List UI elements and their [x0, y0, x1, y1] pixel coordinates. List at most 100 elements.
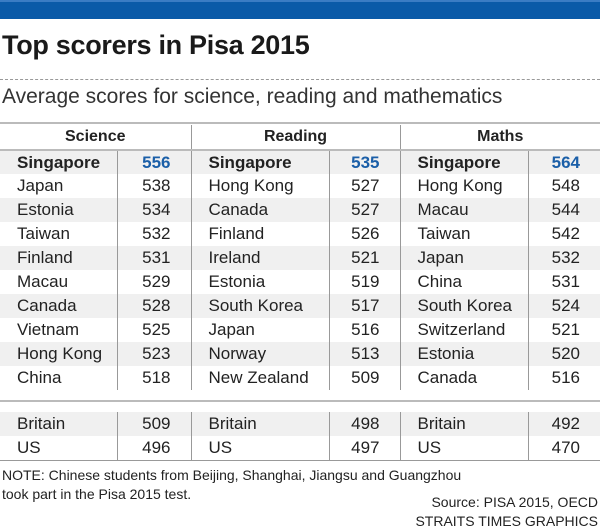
country-cell: Britain: [0, 412, 118, 436]
table-row: Estonia 534 Canada 527 Macau 544: [0, 198, 600, 222]
table-row: Macau 529 Estonia 519 China 531: [0, 270, 600, 294]
country-cell: Switzerland: [400, 318, 529, 342]
score-cell: 517: [329, 294, 401, 318]
country-cell: Britain: [400, 412, 529, 436]
score-cell: 529: [117, 270, 192, 294]
country-cell: South Korea: [191, 294, 330, 318]
country-cell: Japan: [0, 174, 118, 198]
table-bottom-rule: [0, 460, 600, 461]
title-divider: [0, 79, 600, 80]
score-cell: 520: [528, 342, 600, 366]
table-row: Singapore 556 Singapore 535 Singapore 564: [0, 150, 600, 174]
table-row: China 518 New Zealand 509 Canada 516: [0, 366, 600, 390]
footnote-line: took part in the Pisa 2015 test.: [2, 486, 192, 502]
country-cell: Norway: [191, 342, 330, 366]
source-credit: Source: PISA 2015, OECD STRAITS TIMES GR…: [415, 493, 598, 531]
source-line: Source: PISA 2015, OECD: [431, 494, 598, 510]
footnote-line: NOTE: Chinese students from Beijing, Sha…: [2, 467, 462, 483]
country-cell: US: [0, 436, 118, 460]
country-cell: South Korea: [400, 294, 529, 318]
country-cell: Japan: [400, 246, 529, 270]
score-cell: 521: [551, 320, 580, 339]
score-cell: 528: [117, 294, 192, 318]
country-cell: Estonia: [400, 342, 529, 366]
top-color-bar: [0, 0, 600, 19]
score-cell: 516: [329, 318, 401, 342]
comparison-table: Britain 509 Britain 498 Britain 492 US 496 US 497…: [0, 412, 600, 460]
score-cell: 525: [117, 318, 192, 342]
country-cell: Singapore: [400, 150, 529, 174]
country-cell: Britain: [191, 412, 330, 436]
country-cell: China: [0, 366, 118, 390]
score-cell: 492: [528, 412, 600, 436]
column-header-maths: Maths: [400, 125, 600, 151]
score-cell: 513: [329, 342, 401, 366]
table-row: Britain 509 Britain 498 Britain 492: [0, 412, 600, 436]
table-row: Taiwan 532 Finland 526 Taiwan 542: [0, 222, 600, 246]
country-cell: US: [191, 436, 330, 460]
country-cell: China: [400, 270, 529, 294]
country-cell: Taiwan: [0, 222, 118, 246]
country-cell: Japan: [191, 318, 330, 342]
country-cell: Finland: [0, 246, 118, 270]
score-cell: 535: [329, 150, 401, 174]
score-cell: 521: [329, 246, 401, 270]
score-cell: 516: [551, 368, 580, 387]
country-cell: Ireland: [191, 246, 330, 270]
country-cell: Finland: [191, 222, 330, 246]
country-cell: Hong Kong: [0, 342, 118, 366]
score-cell: 544: [528, 198, 600, 222]
score-cell: 531: [551, 272, 580, 291]
table-row: Vietnam 525 Japan 516 Switzerland 521: [0, 318, 600, 342]
country-cell: Canada: [0, 294, 118, 318]
table-row: Finland 531 Ireland 521 Japan 532: [0, 246, 600, 270]
country-cell: Macau: [0, 270, 118, 294]
country-cell: Hong Kong: [400, 174, 529, 198]
country-cell: Canada: [191, 198, 330, 222]
country-cell: Singapore: [191, 150, 330, 174]
credit-line: STRAITS TIMES GRAPHICS: [415, 513, 598, 529]
country-cell: Estonia: [0, 198, 118, 222]
comparison-divider: [0, 400, 600, 402]
score-cell: 531: [117, 246, 192, 270]
column-header-science: Science: [0, 125, 192, 151]
score-cell: 524: [528, 294, 600, 318]
score-cell: 497: [329, 436, 401, 460]
country-cell: Estonia: [191, 270, 330, 294]
table-top-rule: [0, 122, 600, 124]
table-row: US 496 US 497 US 470: [0, 436, 600, 460]
score-cell: 532: [528, 246, 600, 270]
score-cell: 527: [329, 174, 401, 198]
top-scorers-table: Science Reading Maths Singapore 556 Singap…: [0, 125, 600, 390]
score-cell: 542: [551, 224, 580, 243]
chart-subtitle: Average scores for science, reading and …: [2, 85, 503, 108]
score-cell: 527: [329, 198, 401, 222]
score-cell: 496: [117, 436, 192, 460]
score-cell: 519: [329, 270, 401, 294]
chart-title: Top scorers in Pisa 2015: [2, 30, 310, 60]
country-cell: Hong Kong: [191, 174, 330, 198]
score-cell: 532: [117, 222, 192, 246]
country-cell: New Zealand: [191, 366, 330, 390]
table-row: Japan 538 Hong Kong 527 Hong Kong 548: [0, 174, 600, 198]
score-cell: 534: [117, 198, 192, 222]
score-cell: 564: [528, 150, 600, 174]
score-cell: 523: [117, 342, 192, 366]
country-cell: Vietnam: [0, 318, 118, 342]
score-cell: 470: [551, 438, 580, 457]
table-row: Hong Kong 523 Norway 513 Estonia 520: [0, 342, 600, 366]
table-row: Canada 528 South Korea 517 South Korea 524: [0, 294, 600, 318]
score-cell: 556: [117, 150, 192, 174]
country-cell: Macau: [400, 198, 529, 222]
score-cell: 526: [329, 222, 401, 246]
score-cell: 538: [117, 174, 192, 198]
score-cell: 509: [329, 366, 401, 390]
footnote: NOTE: Chinese students from Beijing, Sha…: [2, 466, 461, 504]
country-cell: Taiwan: [400, 222, 529, 246]
score-cell: 518: [117, 366, 192, 390]
column-header-reading: Reading: [191, 125, 401, 151]
country-cell: Singapore: [0, 150, 118, 174]
score-cell: 498: [329, 412, 401, 436]
country-cell: US: [400, 436, 529, 460]
country-cell: Canada: [400, 366, 529, 390]
